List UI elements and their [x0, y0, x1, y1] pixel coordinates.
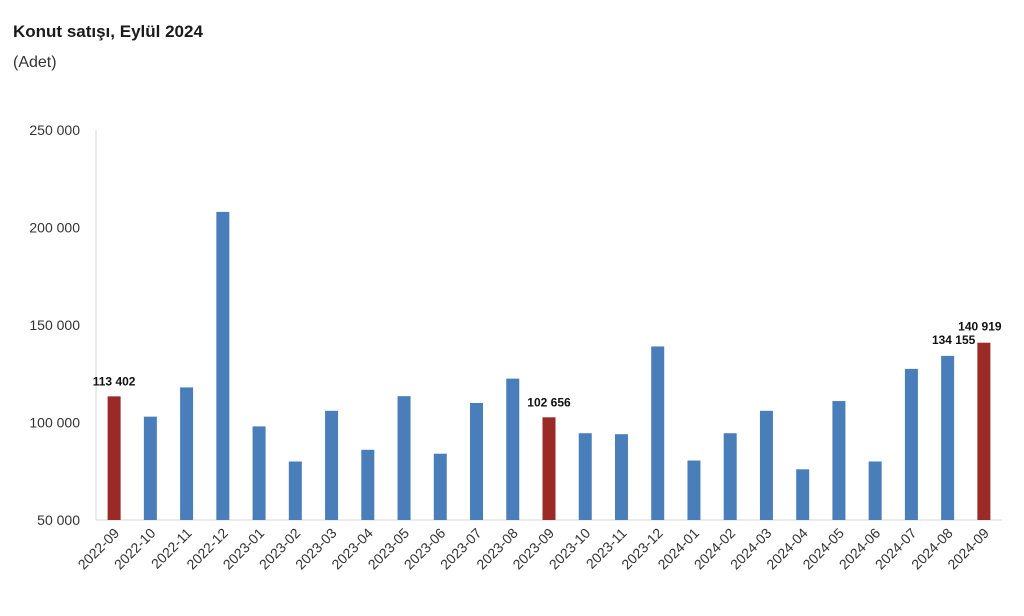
bar-2024-09 — [977, 342, 991, 520]
bar-2024-02 — [723, 433, 737, 520]
chart-title: Konut satışı, Eylül 2024 — [13, 22, 203, 41]
data-label: 102 656 — [527, 395, 571, 409]
bar-2024-05 — [832, 401, 846, 520]
bar-2023-11 — [614, 434, 628, 520]
data-label: 140 919 — [958, 320, 1002, 334]
bar-2023-02 — [288, 461, 302, 520]
bar-2023-05 — [397, 396, 411, 520]
bar-2024-01 — [687, 460, 701, 520]
bar-2022-09 — [107, 396, 121, 520]
bar-2023-01 — [252, 426, 266, 520]
bar-2022-11 — [180, 387, 194, 520]
bar-2024-06 — [868, 461, 882, 520]
bar-2022-10 — [143, 416, 157, 520]
y-tick-label: 200 000 — [29, 220, 80, 236]
y-tick-label: 50 000 — [37, 512, 80, 528]
bar-2023-09 — [542, 417, 556, 520]
x-tick-label: 2024-09 — [944, 525, 992, 573]
bar-2023-08 — [506, 378, 520, 520]
chart-subtitle: (Adet) — [13, 54, 57, 71]
y-tick-label: 150 000 — [29, 317, 80, 333]
bar-2023-03 — [325, 410, 339, 520]
bar-2023-07 — [470, 403, 484, 520]
bar-2023-06 — [433, 453, 447, 520]
y-tick-label: 250 000 — [29, 122, 80, 138]
bar-2022-12 — [216, 211, 230, 520]
data-label: 113 402 — [93, 374, 136, 388]
bar-2023-10 — [578, 433, 592, 520]
data-label: 134 155 — [932, 333, 976, 347]
bar-2023-12 — [651, 346, 665, 520]
bar-2024-03 — [759, 410, 773, 520]
bar-2024-04 — [796, 469, 810, 520]
bar-2024-08 — [941, 355, 955, 520]
bar-2023-04 — [361, 449, 375, 520]
y-tick-label: 100 000 — [29, 415, 80, 431]
bar-2024-07 — [904, 368, 918, 520]
